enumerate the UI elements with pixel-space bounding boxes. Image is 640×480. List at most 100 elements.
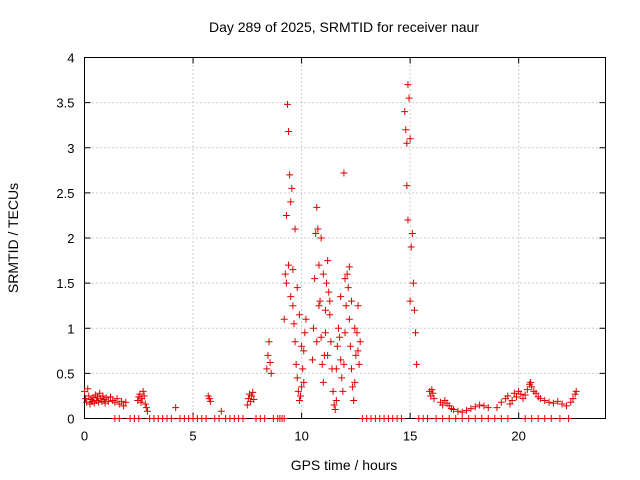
data-point (243, 401, 251, 409)
data-point (351, 378, 359, 386)
data-point (99, 392, 107, 400)
data-point (327, 338, 335, 346)
data-point (554, 397, 562, 405)
data-point (342, 302, 350, 310)
data-point (439, 415, 447, 422)
data-point (480, 402, 488, 410)
data-point (404, 216, 412, 224)
y-tick-label: 3 (67, 141, 74, 156)
data-point (117, 397, 125, 405)
data-point (167, 415, 175, 422)
data-point (341, 275, 349, 283)
data-point (265, 338, 273, 346)
data-point (282, 279, 290, 287)
data-point (352, 351, 360, 359)
data-point (333, 342, 341, 350)
data-point (329, 387, 337, 395)
data-point (409, 279, 417, 287)
data-point (290, 320, 298, 328)
data-point (549, 399, 557, 407)
data-point (567, 398, 575, 406)
data-point (471, 403, 479, 411)
data-point (239, 415, 247, 422)
data-point (336, 333, 344, 341)
data-point (331, 405, 339, 413)
data-point (541, 415, 549, 422)
data-point (412, 329, 420, 337)
data-point (319, 378, 327, 386)
y-tick-label: 1 (67, 321, 74, 336)
data-point (140, 392, 148, 400)
data-point (345, 315, 353, 323)
data-point (465, 415, 473, 422)
data-point (325, 288, 333, 296)
data-point (512, 393, 520, 401)
x-axis-label: GPS time / hours (291, 457, 398, 473)
grid-lines (84, 57, 606, 419)
data-point (172, 404, 180, 412)
data-point (287, 293, 295, 301)
data-point (432, 415, 440, 422)
data-point (321, 329, 329, 337)
data-point (122, 398, 130, 406)
data-point (314, 225, 322, 233)
data-point (338, 374, 346, 382)
data-point (302, 315, 310, 323)
data-point (324, 351, 332, 359)
data-point (282, 211, 290, 219)
data-point (288, 184, 296, 192)
data-point (406, 297, 414, 305)
data-point (521, 391, 529, 399)
data-point (264, 351, 272, 359)
data-point (296, 392, 304, 400)
data-point (250, 396, 258, 404)
y-tick-label: 3.5 (56, 96, 74, 111)
data-point (408, 229, 416, 237)
data-point (215, 415, 223, 422)
data-point (141, 400, 149, 408)
data-point (334, 324, 342, 332)
data-point (113, 395, 121, 403)
data-point (504, 415, 512, 422)
data-point (493, 404, 501, 412)
data-point (281, 270, 289, 278)
data-point (536, 395, 544, 403)
data-points (81, 81, 580, 422)
data-point (324, 257, 332, 265)
data-point (317, 234, 325, 242)
data-point (339, 387, 347, 395)
data-point (528, 415, 536, 422)
data-point (458, 408, 466, 416)
data-point (95, 398, 103, 406)
data-point (344, 284, 352, 292)
data-point (569, 395, 577, 403)
data-point (523, 386, 531, 394)
data-point (350, 396, 358, 404)
data-point (107, 393, 115, 401)
data-point (484, 404, 492, 412)
data-point (348, 365, 356, 373)
data-point (248, 392, 256, 400)
data-point (316, 297, 324, 305)
data-point (428, 386, 436, 394)
x-tick-label: 5 (189, 429, 196, 444)
data-point (562, 402, 570, 410)
data-point (261, 415, 269, 422)
data-point (137, 398, 145, 406)
data-point (104, 397, 112, 405)
y-tick-label: 2 (67, 231, 74, 246)
data-point (332, 365, 340, 373)
data-point (454, 407, 462, 415)
data-point (547, 415, 555, 422)
data-point (458, 415, 466, 422)
data-point (337, 356, 345, 364)
data-point (484, 415, 492, 422)
y-axis-label: SRMTID / TECUs (5, 183, 21, 293)
data-point (519, 395, 527, 403)
data-point (401, 108, 409, 116)
data-point (508, 396, 516, 404)
data-point (101, 399, 109, 407)
data-point (439, 401, 447, 409)
data-point (308, 356, 316, 364)
